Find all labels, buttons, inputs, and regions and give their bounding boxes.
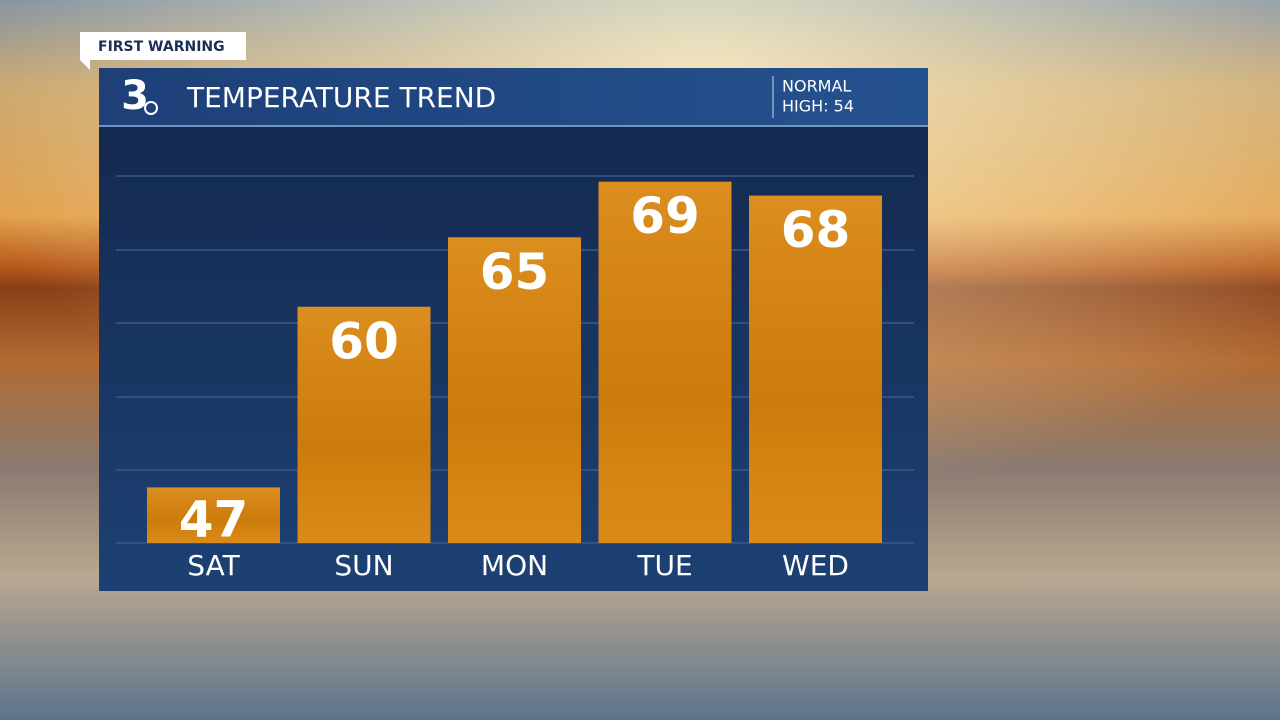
value-label: 68: [781, 201, 851, 259]
badge-box: [80, 32, 246, 70]
normal-label: NORMAL: [782, 77, 851, 96]
badge-text: FIRST WARNING: [98, 39, 225, 55]
value-label: 47: [179, 491, 249, 549]
station-logo: 3: [121, 73, 149, 119]
chart-title: TEMPERATURE TREND: [186, 81, 496, 114]
x-tick-label: SAT: [187, 549, 240, 582]
x-tick-label: TUE: [636, 549, 692, 582]
value-label: 65: [480, 243, 550, 301]
value-label: 69: [630, 187, 700, 245]
x-tick-label: SUN: [334, 549, 393, 582]
x-tick-label: WED: [782, 549, 849, 582]
header-band: [99, 68, 928, 126]
x-tick-label: MON: [481, 549, 548, 582]
normal-value: HIGH: 54: [782, 97, 854, 116]
logo-eye: [144, 101, 158, 115]
value-label: 60: [329, 312, 399, 370]
